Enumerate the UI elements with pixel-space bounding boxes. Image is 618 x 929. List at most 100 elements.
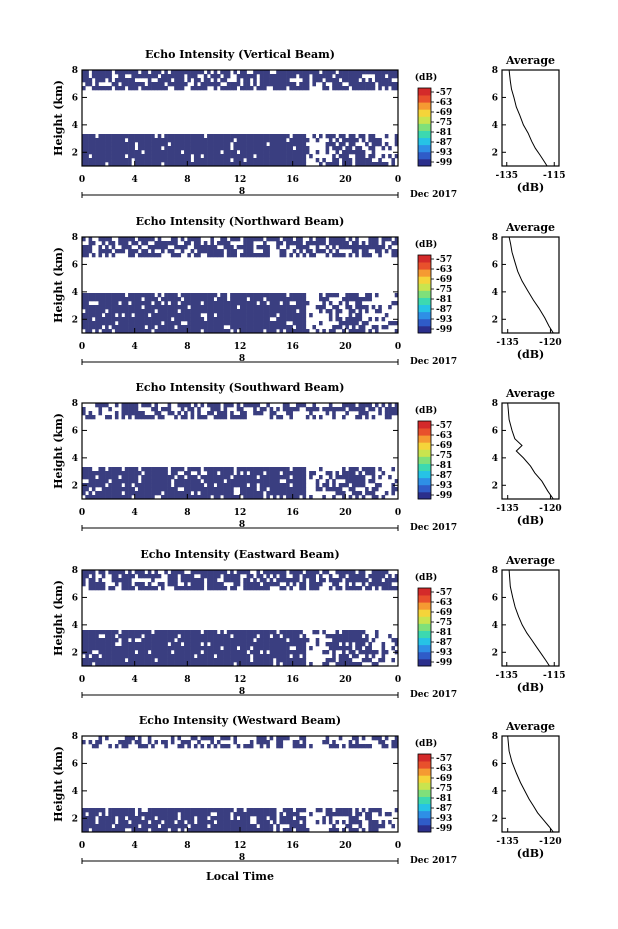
echo-cell xyxy=(177,162,182,167)
echo-cell xyxy=(101,654,106,659)
echo-cell xyxy=(137,253,142,258)
echo-cell xyxy=(348,570,353,575)
echo-cell xyxy=(332,479,336,484)
echo-cell xyxy=(358,662,363,667)
echo-cell xyxy=(282,491,287,496)
echo-cell xyxy=(197,253,201,258)
echo-cell xyxy=(279,82,284,87)
echo-cell xyxy=(167,325,172,330)
echo-cell xyxy=(368,479,372,484)
echo-cell xyxy=(223,305,228,310)
echo-cell xyxy=(276,158,280,163)
echo-cell xyxy=(223,487,228,492)
echo-cell xyxy=(128,138,132,143)
echo-cell xyxy=(137,321,142,326)
echo-cell xyxy=(108,487,112,492)
colorbar-tick-label: -93 xyxy=(436,648,452,658)
echo-cell xyxy=(305,146,310,151)
echo-cell xyxy=(279,646,284,651)
echo-cell xyxy=(213,403,218,408)
echo-cell xyxy=(114,78,119,83)
echo-cell xyxy=(276,154,280,159)
echo-cell xyxy=(272,646,277,651)
echo-cell xyxy=(282,820,287,825)
echo-cell xyxy=(256,411,261,416)
echo-cell xyxy=(233,293,238,298)
echo-cell xyxy=(348,487,353,492)
echo-cell xyxy=(292,293,297,298)
echo-cell xyxy=(256,650,261,655)
echo-cell xyxy=(121,479,126,484)
echo-cell xyxy=(141,820,145,825)
echo-cell xyxy=(220,744,224,749)
panel-title: Echo Intensity (Northward Beam) xyxy=(136,215,345,228)
echo-cell xyxy=(223,574,228,579)
echo-cell xyxy=(98,134,103,139)
echo-cell xyxy=(118,150,122,155)
echo-cell xyxy=(292,297,297,302)
echo-cell xyxy=(230,313,234,318)
echo-cell xyxy=(91,471,96,476)
echo-cell xyxy=(272,329,277,334)
echo-cell xyxy=(325,134,330,139)
echo-cell xyxy=(131,329,135,334)
echo-cell xyxy=(230,483,234,488)
echo-cell xyxy=(98,146,103,151)
average-y-tick-label: 2 xyxy=(492,648,498,658)
echo-cell xyxy=(108,321,112,326)
echo-cell xyxy=(98,658,103,663)
echo-cell xyxy=(197,740,201,745)
echo-cell xyxy=(269,736,274,741)
echo-cell xyxy=(223,293,228,298)
echo-cell xyxy=(82,297,86,302)
echo-cell xyxy=(368,586,372,591)
echo-cell xyxy=(197,301,201,306)
x-tick-label: 0 xyxy=(395,175,401,185)
echo-cell xyxy=(170,574,175,579)
echo-cell xyxy=(131,293,135,298)
echo-cell xyxy=(180,415,185,420)
echo-cell xyxy=(226,86,231,91)
echo-cell xyxy=(286,471,290,476)
echo-cell xyxy=(223,824,228,829)
echo-cell xyxy=(358,491,363,496)
echo-cell xyxy=(256,237,261,242)
echo-cell xyxy=(164,475,168,480)
echo-cell xyxy=(85,574,89,579)
echo-cell xyxy=(276,570,280,575)
echo-cell xyxy=(253,578,257,583)
echo-cell xyxy=(348,578,353,583)
echo-cell xyxy=(381,570,386,575)
echo-cell xyxy=(249,293,254,298)
echo-cell xyxy=(240,317,244,322)
average-x-tick-label: -135 xyxy=(496,338,519,348)
echo-cell xyxy=(365,491,369,496)
echo-cell xyxy=(203,634,208,639)
echo-cell xyxy=(108,630,112,635)
echo-cell xyxy=(302,309,307,314)
echo-cell xyxy=(141,570,145,575)
echo-cell xyxy=(134,475,139,480)
echo-cell xyxy=(328,162,333,167)
echo-cell xyxy=(272,297,277,302)
echo-cell xyxy=(243,586,247,591)
echo-cell xyxy=(220,325,224,330)
panel-title: Echo Intensity (Vertical Beam) xyxy=(145,48,335,61)
echo-cell xyxy=(246,241,251,246)
echo-cell xyxy=(240,824,244,829)
colorbar-segment xyxy=(418,761,431,769)
echo-cell xyxy=(88,411,93,416)
echo-cell xyxy=(276,245,280,250)
echo-cell xyxy=(151,658,155,663)
echo-cell xyxy=(342,820,346,825)
echo-cell xyxy=(193,158,198,163)
echo-cell xyxy=(170,293,175,298)
echo-cell xyxy=(286,241,290,246)
echo-cell xyxy=(263,138,267,143)
echo-cell xyxy=(151,74,155,79)
echo-cell xyxy=(361,467,366,472)
echo-cell xyxy=(210,658,214,663)
echo-cell xyxy=(240,309,244,314)
echo-cell xyxy=(322,74,326,79)
echo-cell xyxy=(332,162,336,167)
